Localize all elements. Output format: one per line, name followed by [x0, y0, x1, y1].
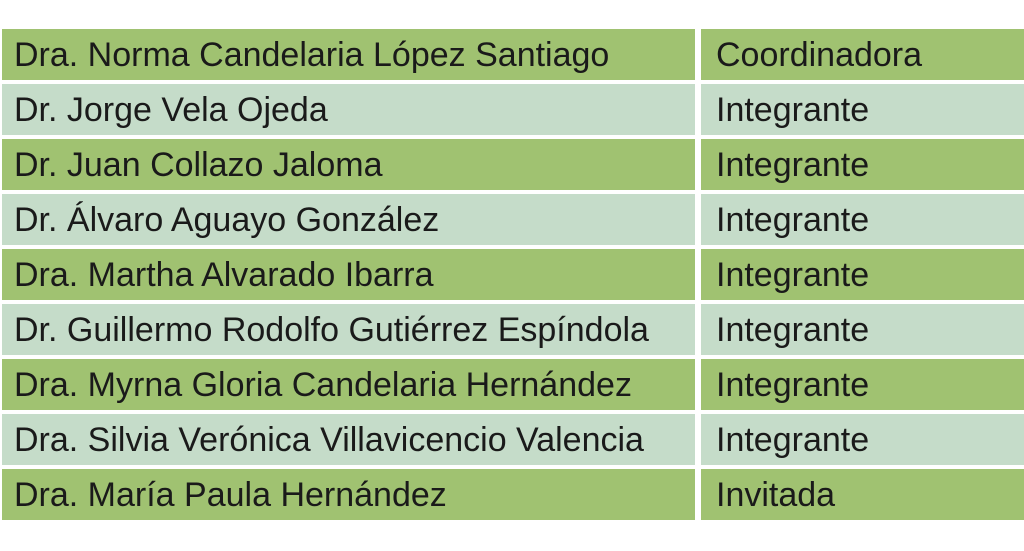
member-role-cell: Integrante	[701, 249, 1024, 300]
member-role-cell: Integrante	[701, 139, 1024, 190]
member-role-cell: Invitada	[701, 469, 1024, 520]
member-name-cell: Dr. Jorge Vela Ojeda	[2, 84, 695, 135]
member-name-cell: Dr. Juan Collazo Jaloma	[2, 139, 695, 190]
member-role-cell: Integrante	[701, 194, 1024, 245]
member-role-cell: Integrante	[701, 359, 1024, 410]
member-name-cell: Dra. Silvia Verónica Villavicencio Valen…	[2, 414, 695, 465]
member-name-cell: Dra. Martha Alvarado Ibarra	[2, 249, 695, 300]
member-role-cell: Integrante	[701, 414, 1024, 465]
members-table: Dra. Norma Candelaria López Santiago Coo…	[2, 29, 1024, 520]
member-role-cell: Coordinadora	[701, 29, 1024, 80]
member-role-cell: Integrante	[701, 84, 1024, 135]
member-name-cell: Dra. María Paula Hernández	[2, 469, 695, 520]
member-name-cell: Dra. Norma Candelaria López Santiago	[2, 29, 695, 80]
member-name-cell: Dra. Myrna Gloria Candelaria Hernández	[2, 359, 695, 410]
member-role-cell: Integrante	[701, 304, 1024, 355]
member-name-cell: Dr. Guillermo Rodolfo Gutiérrez Espíndol…	[2, 304, 695, 355]
member-name-cell: Dr. Álvaro Aguayo González	[2, 194, 695, 245]
